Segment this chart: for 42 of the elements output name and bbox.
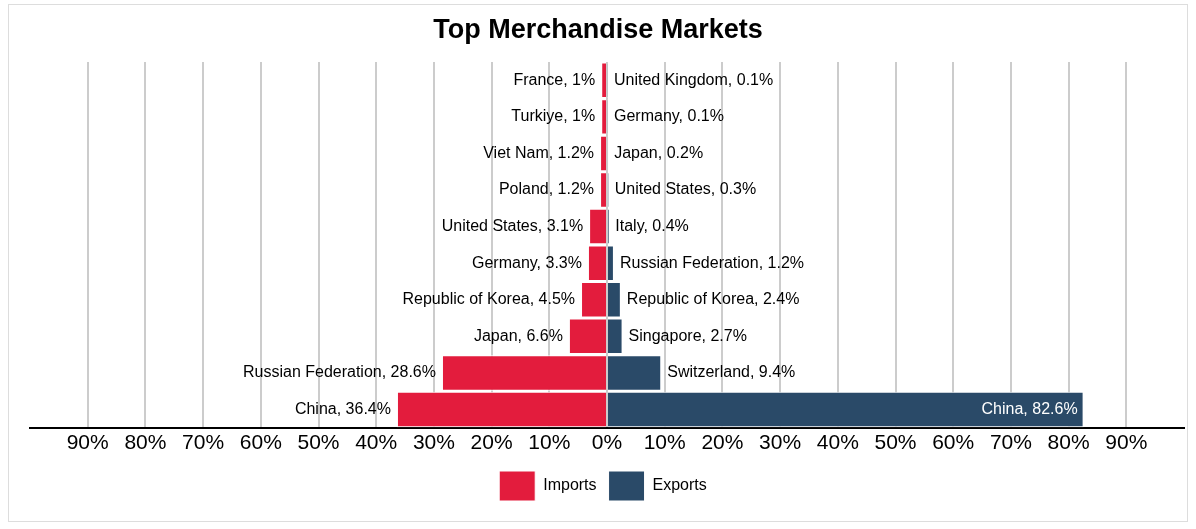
data-label: France, 1% (513, 70, 596, 88)
x-tick-label: 0% (591, 430, 623, 454)
x-tick-label: 30% (759, 430, 802, 454)
data-label: Republic of Korea, 2.4% (626, 290, 800, 308)
data-label: Japan, 6.6% (473, 326, 563, 344)
x-tick-label: 90% (1105, 430, 1148, 454)
x-tick-label: 10% (643, 430, 686, 454)
x-tick-label: 80% (124, 430, 167, 454)
data-label: China, 36.4% (294, 399, 391, 417)
x-tick-label: 30% (412, 430, 455, 454)
data-label: United States, 0.3% (614, 180, 757, 198)
data-label: Japan, 0.2% (614, 143, 704, 161)
data-label: United Kingdom, 0.1% (614, 70, 774, 88)
data-label: Russian Federation, 1.2% (619, 253, 805, 271)
data-label: Switzerland, 9.4% (667, 363, 796, 381)
x-tick-label: 80% (1047, 430, 1090, 454)
legend-label: Imports (543, 476, 597, 494)
x-tick-label: 40% (816, 430, 859, 454)
data-label: Viet Nam, 1.2% (483, 143, 595, 161)
x-tick-label: 50% (874, 430, 917, 454)
data-label: Italy, 0.4% (615, 217, 689, 235)
x-tick-label: 60% (239, 430, 282, 454)
x-tick-label: 90% (66, 430, 109, 454)
x-tick-label: 70% (182, 430, 225, 454)
legend-label: Exports (652, 476, 707, 494)
x-tick-label: 50% (297, 430, 340, 454)
data-label: Germany, 0.1% (614, 107, 724, 125)
data-label: Poland, 1.2% (498, 180, 595, 198)
data-label: United States, 3.1% (441, 217, 584, 235)
chart-title: Top Merchandise Markets (432, 14, 764, 45)
x-tick-label: 60% (932, 430, 975, 454)
data-label: China, 82.6% (981, 399, 1078, 417)
x-tick-label: 20% (470, 430, 513, 454)
data-label: Turkiye, 1% (511, 107, 596, 125)
x-tick-label: 20% (701, 430, 744, 454)
x-tick-label: 40% (355, 430, 398, 454)
data-label: Republic of Korea, 4.5% (402, 290, 576, 308)
data-label: Germany, 3.3% (471, 253, 582, 271)
x-tick-label: 70% (989, 430, 1032, 454)
data-label: Russian Federation, 28.6% (242, 363, 436, 381)
data-label: Singapore, 2.7% (628, 326, 747, 344)
x-tick-label: 10% (528, 430, 571, 454)
